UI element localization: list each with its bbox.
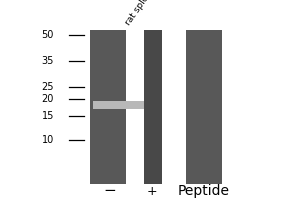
Text: −: − [103, 183, 116, 198]
Text: 15: 15 [42, 111, 54, 121]
Text: 35: 35 [42, 56, 54, 66]
Text: 25: 25 [41, 82, 54, 92]
Text: rat spleen: rat spleen [123, 0, 157, 27]
Text: 20: 20 [42, 94, 54, 104]
FancyBboxPatch shape [93, 101, 126, 109]
FancyBboxPatch shape [90, 30, 126, 184]
FancyBboxPatch shape [144, 30, 162, 184]
FancyBboxPatch shape [126, 101, 144, 109]
Text: 50: 50 [42, 30, 54, 40]
Text: Peptide: Peptide [178, 184, 230, 198]
Text: +: + [146, 185, 157, 198]
FancyBboxPatch shape [186, 30, 222, 184]
Text: 10: 10 [42, 135, 54, 145]
